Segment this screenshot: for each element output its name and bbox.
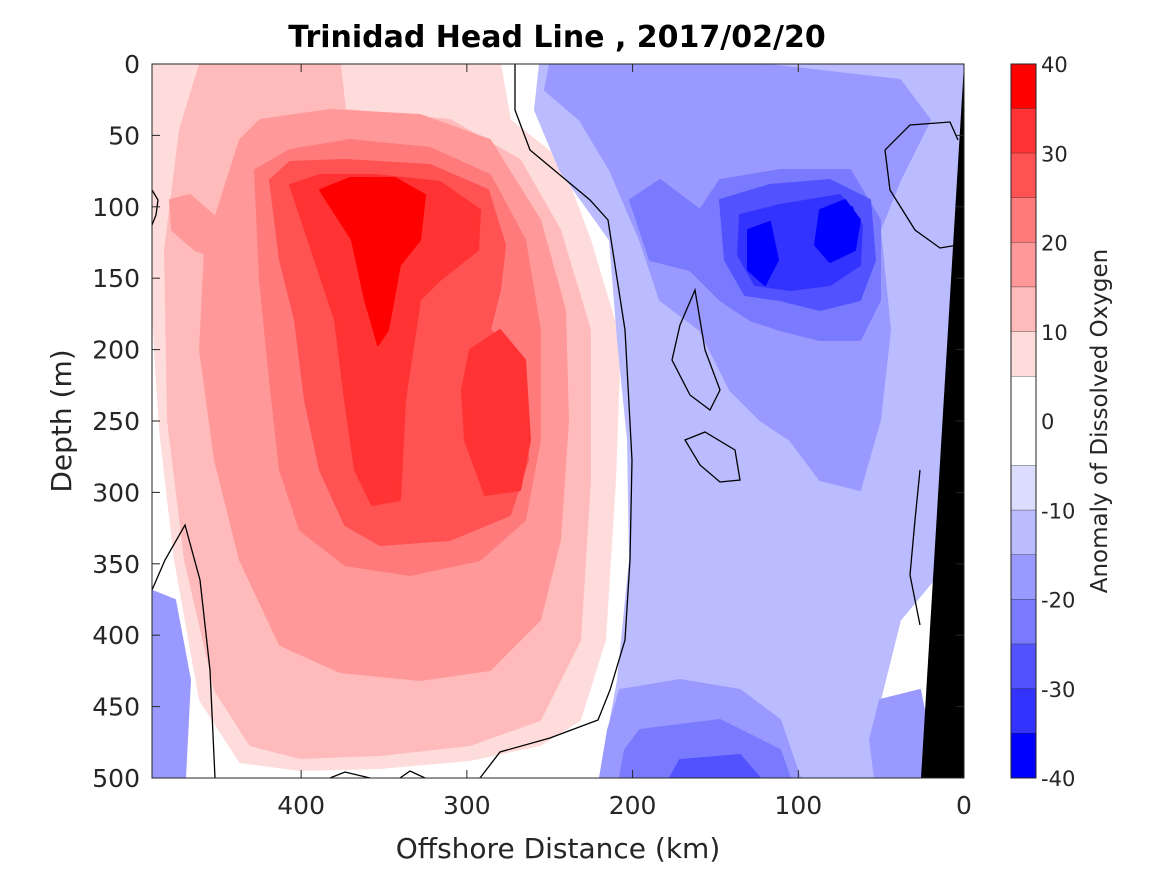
colorbar-segment — [1011, 197, 1036, 243]
x-axis-label: Offshore Distance (km) — [396, 832, 721, 865]
zero-contour — [152, 523, 216, 778]
y-tick-label: 50 — [108, 121, 140, 150]
y-tick-label: 100 — [92, 193, 140, 222]
colorbar-segment — [1011, 287, 1036, 332]
colorbar-segment — [1011, 733, 1036, 778]
y-tick-label: 0 — [124, 50, 140, 79]
y-tick-label: 350 — [92, 550, 140, 579]
contour-band — [169, 194, 231, 261]
colorbar-segment — [1011, 108, 1036, 154]
y-tick-label: 500 — [92, 764, 140, 793]
y-tick-label: 200 — [92, 336, 140, 365]
zero-contour — [884, 121, 959, 151]
contour-band — [669, 754, 761, 778]
contour-band — [837, 206, 859, 241]
colorbar-frame — [1010, 63, 1037, 779]
bathymetry-mask — [921, 64, 964, 778]
zero-contour — [152, 189, 159, 226]
colorbar-tick-label: -20 — [1041, 589, 1075, 613]
y-tick-label: 150 — [92, 264, 140, 293]
colorbar-tick-label: 20 — [1041, 232, 1068, 256]
zero-contour — [329, 771, 371, 778]
colorbar-segment — [1011, 644, 1036, 689]
plot-area — [152, 64, 964, 778]
colorbar-tick-label: -10 — [1041, 499, 1075, 523]
contour-band — [319, 177, 426, 346]
contour-band — [747, 221, 779, 286]
colorbar-segment — [1011, 688, 1036, 734]
chart-title: Trinidad Head Line , 2017/02/20 — [288, 20, 825, 55]
y-tick-label: 400 — [92, 621, 140, 650]
contour-band — [869, 689, 931, 778]
x-tick-label: 400 — [277, 791, 325, 820]
y-tick-label: 450 — [92, 693, 140, 722]
x-axis: 400 300 200 100 0 — [277, 64, 972, 820]
colorbar-tick-label: 10 — [1041, 321, 1068, 345]
colorbar-segment — [1011, 242, 1036, 288]
contour-band — [289, 174, 481, 506]
colorbar-segment — [1011, 554, 1036, 600]
y-tick-label: 300 — [92, 478, 140, 507]
x-tick-label: 100 — [774, 791, 822, 820]
colorbar-segment — [1011, 153, 1036, 198]
colorbar-segment — [1011, 376, 1036, 466]
colorbar-segment — [1011, 64, 1036, 109]
zero-contour — [884, 149, 959, 249]
colorbar-tick-label: 0 — [1041, 410, 1054, 434]
zero-contour — [399, 770, 426, 778]
contour-band — [152, 589, 191, 778]
zero-contour — [671, 287, 721, 411]
zero-contour — [909, 469, 921, 626]
contour-fills — [152, 64, 964, 778]
x-tick-label: 0 — [956, 791, 972, 820]
colorbar-tick-label: 40 — [1041, 53, 1068, 77]
y-tick-label: 250 — [92, 407, 140, 436]
colorbar: 40 30 20 10 0 -10 -20 -30 -40 — [1011, 53, 1075, 791]
colorbar-tick-label: -30 — [1041, 678, 1075, 702]
colorbar-tick-label: 30 — [1041, 142, 1068, 166]
x-tick-label: 300 — [443, 791, 491, 820]
colorbar-segment — [1011, 331, 1036, 377]
colorbar-segment — [1011, 510, 1036, 555]
y-axis: 0 50 100 150 200 250 300 350 400 450 500 — [92, 50, 964, 793]
y-axis-label: Depth (m) — [45, 349, 78, 492]
zero-contour — [684, 431, 741, 483]
colorbar-label: Anomaly of Dissolved Oxygen — [1087, 249, 1113, 594]
colorbar-segment — [1011, 465, 1036, 511]
colorbar-segment — [1011, 599, 1036, 645]
zero-contour-lines — [152, 64, 959, 778]
x-tick-label: 200 — [609, 791, 657, 820]
contour-band — [461, 329, 531, 496]
colorbar-tick-label: -40 — [1041, 767, 1075, 791]
zero-contour — [479, 64, 633, 778]
